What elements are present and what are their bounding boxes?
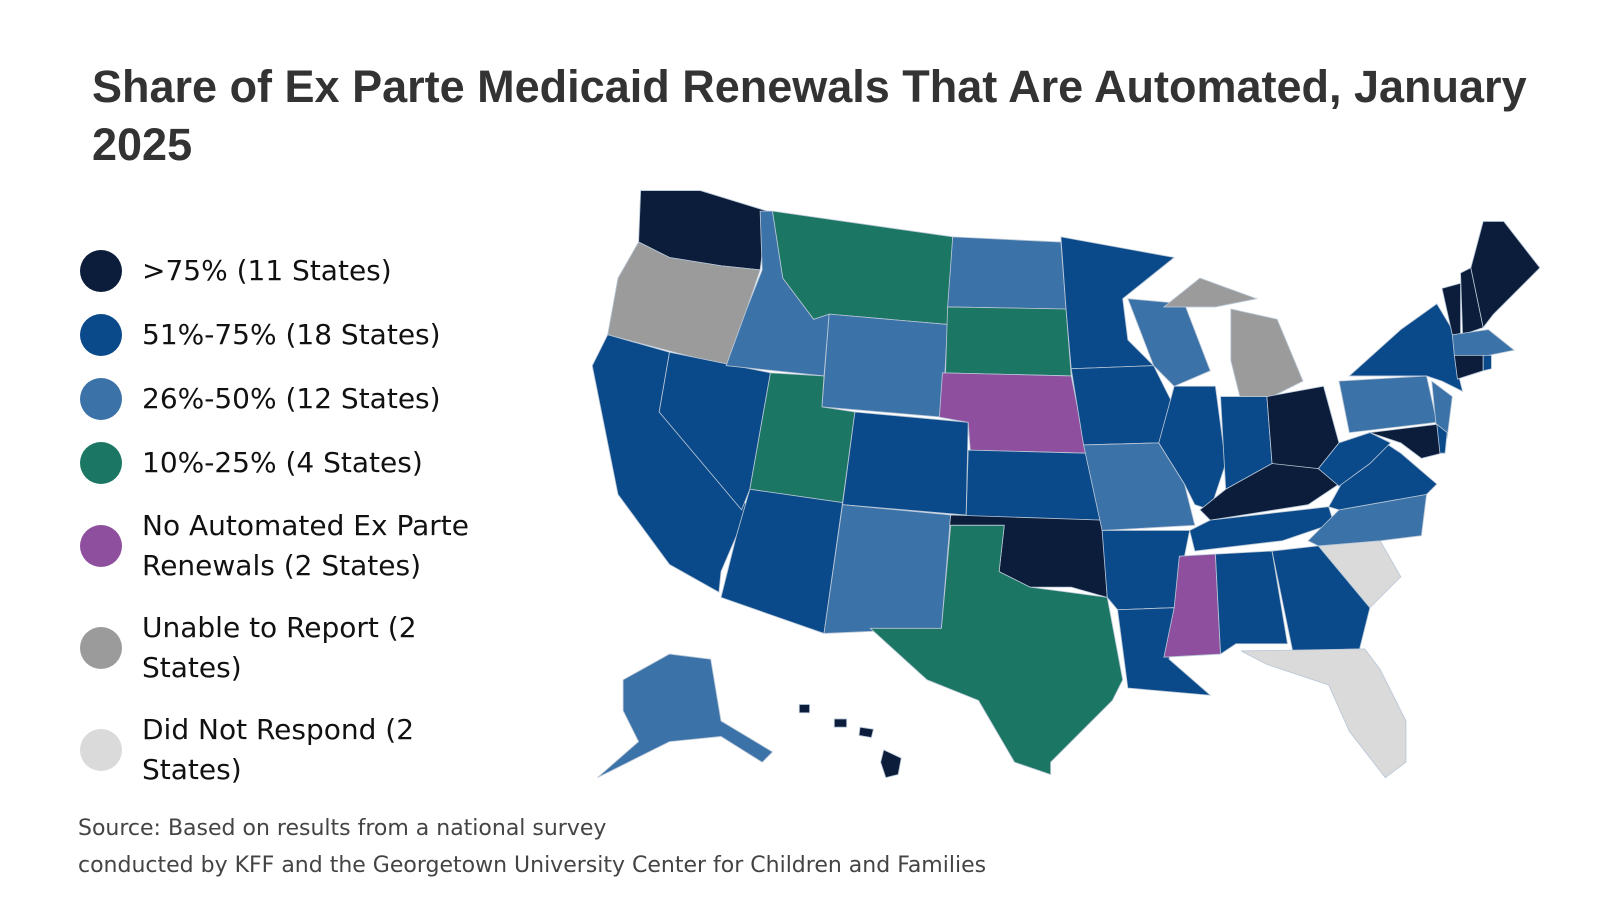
state: [823, 504, 952, 634]
state: [1451, 329, 1516, 356]
state: [720, 488, 844, 635]
state: [833, 718, 848, 728]
state: [1240, 648, 1407, 779]
state: [1271, 545, 1371, 652]
legend: >75% (11 States) 51%-75% (18 States) 26%-5…: [80, 250, 550, 812]
state: [858, 726, 874, 738]
legend-swatch: [80, 442, 122, 484]
legend-item: 51%-75% (18 States): [80, 314, 550, 356]
legend-item: No Automated Ex Parte Renewals (2 States…: [80, 506, 550, 586]
legend-label: 10%-25% (4 States): [142, 446, 423, 479]
state: [965, 449, 1103, 521]
legend-label: 51%-75% (18 States): [142, 318, 441, 351]
state: [947, 236, 1067, 310]
state: [1436, 423, 1448, 454]
state: [1431, 380, 1453, 439]
legend-label: 26%-50% (12 States): [142, 382, 441, 415]
state: [1162, 277, 1259, 308]
legend-item: Did Not Respond (2 States): [80, 710, 550, 790]
state: [869, 524, 1124, 776]
source-line: Source: Based on results from a national…: [78, 816, 607, 841]
state: [1070, 365, 1175, 446]
state: [1060, 236, 1176, 370]
state: [945, 306, 1072, 377]
legend-swatch: [80, 525, 122, 567]
legend-swatch: [80, 627, 122, 669]
legend-swatch: [80, 378, 122, 420]
legend-label: >75% (11 States): [142, 254, 392, 287]
state: [597, 653, 774, 779]
legend-label: Did Not Respond (2 States): [142, 713, 415, 786]
title: Share of Ex Parte Medicaid Renewals That…: [92, 61, 1527, 170]
states: [591, 190, 1541, 779]
state: [1214, 550, 1288, 655]
legend-label: No Automated Ex Parte Renewals (2 States…: [142, 509, 469, 582]
state: [1482, 354, 1492, 372]
state: [1163, 553, 1221, 658]
state: [1230, 308, 1304, 403]
state: [1083, 442, 1196, 531]
state: [880, 749, 902, 779]
state: [821, 313, 949, 418]
source: Source: Based on results from a national…: [78, 810, 986, 884]
legend-swatch: [80, 314, 122, 356]
state: [1453, 354, 1484, 380]
state: [658, 351, 771, 511]
legend-swatch: [80, 729, 122, 771]
legend-item: 10%-25% (4 States): [80, 442, 550, 484]
source-line: conducted by KFF and the Georgetown Univ…: [78, 853, 987, 878]
state: [1470, 221, 1541, 329]
state: [798, 704, 810, 714]
legend-item: Unable to Report (2 States): [80, 608, 550, 688]
state: [1369, 423, 1443, 459]
state: [1117, 607, 1212, 696]
legend-swatch: [80, 250, 122, 292]
legend-item: 26%-50% (12 States): [80, 378, 550, 420]
state: [842, 411, 969, 516]
legend-label: Unable to Report (2 States): [142, 611, 417, 684]
state: [1338, 375, 1438, 434]
legend-item: >75% (11 States): [80, 250, 550, 292]
state: [1317, 432, 1392, 487]
